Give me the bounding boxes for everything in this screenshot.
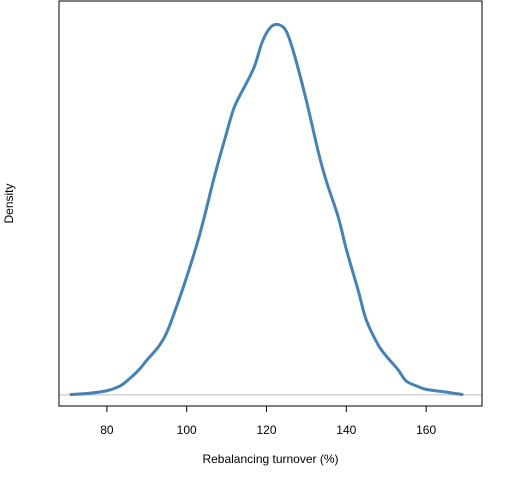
plot-frame (58, 0, 483, 407)
x-tick-label-80: 80 (100, 423, 114, 437)
y-axis-label: Density (2, 183, 16, 223)
x-axis: 80 100 120 140 160 (100, 406, 436, 437)
x-tick-label-100: 100 (177, 423, 197, 437)
x-tick-label-160: 160 (416, 423, 436, 437)
x-tick-label-120: 120 (256, 423, 276, 437)
density-curve-0 (69, 22, 464, 396)
x-tick-label-140: 140 (336, 423, 356, 437)
x-axis-label: Rebalancing turnover (%) (202, 452, 338, 466)
